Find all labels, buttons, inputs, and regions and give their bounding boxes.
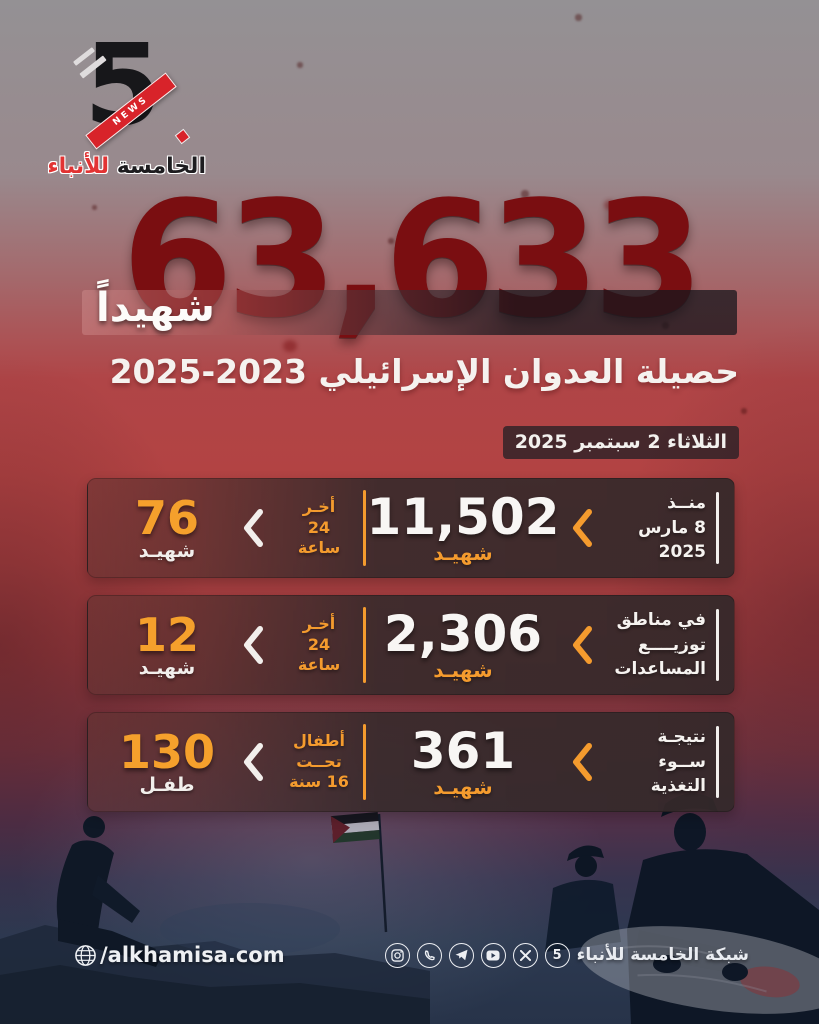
- secondary-number: 76: [134, 490, 199, 545]
- stat-category-label: في مناطق توزيــــع المساعدات: [610, 608, 706, 682]
- category-line: في مناطق: [616, 610, 706, 631]
- telegram-icon: [448, 942, 474, 968]
- qualifier-line: 16 سنة: [289, 772, 349, 792]
- category-line: 2025: [658, 542, 706, 563]
- main-unit: شهيـد: [433, 775, 493, 800]
- texture-speck: [741, 408, 747, 414]
- divider-line: [716, 492, 719, 564]
- qualifier-line: تحــت: [296, 751, 342, 771]
- khamisa-5-icon: 5: [544, 942, 570, 968]
- chevron-left-icon: [573, 509, 592, 547]
- secondary-unit: شهيـد: [138, 540, 196, 563]
- qualifier-line: ساعة: [297, 538, 341, 558]
- network-label: شبكة الخامسة للأنباء: [576, 945, 749, 965]
- x-twitter-icon: [512, 942, 538, 968]
- chevron-left-icon: [244, 509, 263, 547]
- wordmark-secondary: للأنباء: [47, 154, 110, 179]
- wordmark-primary: الخامسة: [116, 154, 206, 179]
- stat-qualifier-label: أطفال تحــت 16 سنة: [283, 731, 355, 793]
- main-number: 2,306: [383, 604, 543, 663]
- qualifier-line: ساعة: [297, 655, 341, 675]
- footer: /alkhamisa.com شبكة الخامسة للأنباء 5: [74, 936, 749, 974]
- globe-icon: [75, 944, 96, 966]
- texture-blob: [283, 340, 297, 352]
- logo-red-dot: [176, 130, 189, 143]
- chevron-left-icon: [244, 743, 263, 781]
- category-line: منــذ: [667, 493, 706, 514]
- palestinian-flag-icon: [330, 812, 388, 933]
- category-line: المساعدات: [614, 659, 706, 680]
- texture-speck: [92, 205, 97, 210]
- qualifier-line: أطفال: [293, 730, 345, 750]
- divider-line: [363, 724, 366, 800]
- texture-speck: [521, 190, 529, 198]
- stat-main-value: 2,306 شهيـد: [366, 608, 560, 683]
- network-social-row: شبكة الخامسة للأنباء 5: [384, 942, 749, 968]
- stat-main-value: 11,502 شهيـد: [366, 491, 560, 566]
- main-number: 361: [410, 721, 516, 780]
- stat-main-value: 361 شهيـد: [366, 725, 560, 800]
- main-unit: شهيـد: [433, 658, 493, 683]
- page-title: حصيلة العدوان الإسرائيلي 2023-2025: [109, 352, 739, 391]
- chevron-left-icon: [244, 626, 263, 664]
- secondary-unit: طفـل: [139, 774, 195, 797]
- chevron-left-icon: [573, 743, 592, 781]
- texture-blob: [604, 200, 615, 210]
- stat-secondary-value: 130 طفـل: [103, 724, 231, 797]
- total-casualties-unit: شهيداً: [96, 285, 215, 331]
- secondary-number: 130: [118, 724, 216, 779]
- category-line: 8 مارس: [638, 517, 706, 538]
- stat-category-label: نتيجـة ســوء التغذية: [610, 725, 706, 799]
- date-badge: الثلاثاء 2 سبتمبر 2025: [502, 426, 739, 459]
- qualifier-line: 24: [307, 517, 331, 537]
- category-line: التغذية: [650, 776, 706, 797]
- qualifier-line: أخـر: [302, 496, 336, 516]
- stats-section: منــذ 8 مارس 2025 11,502 شهيـد أخـر 24 س…: [87, 478, 735, 812]
- divider-line: [716, 609, 719, 681]
- divider-line: [363, 490, 366, 566]
- whatsapp-icon: [416, 942, 442, 968]
- photo-sitting-man-silhouette: [0, 816, 430, 1024]
- stat-secondary-value: 12 شهيـد: [103, 607, 231, 680]
- texture-speck: [388, 238, 394, 244]
- stat-row-malnutrition: نتيجـة ســوء التغذية 361 شهيـد أطفال تحـ…: [87, 712, 735, 812]
- website-url: /alkhamisa.com: [100, 943, 285, 967]
- category-line: نتيجـة: [657, 727, 706, 748]
- qualifier-line: أخـر: [302, 613, 336, 633]
- qualifier-line: 24: [307, 634, 331, 654]
- instagram-icon: [384, 942, 410, 968]
- youtube-icon: [480, 942, 506, 968]
- stat-qualifier-label: أخـر 24 ساعة: [283, 614, 355, 676]
- channel-logo: 5 NEWS الخامسة للأنباء: [47, 30, 206, 179]
- headline-section: 63,633 شهيداً: [82, 175, 737, 350]
- secondary-number: 12: [134, 607, 199, 662]
- stat-secondary-value: 76 شهيـد: [103, 490, 231, 563]
- divider-line: [716, 726, 719, 798]
- five-glyph: 5: [552, 947, 562, 963]
- divider-line: [363, 607, 366, 683]
- secondary-unit: شهيـد: [138, 657, 196, 680]
- category-line: توزيــــع: [637, 634, 706, 655]
- category-line: ســوء: [658, 751, 706, 772]
- logo-wordmark: الخامسة للأنباء: [47, 154, 206, 179]
- main-unit: شهيـد: [433, 541, 493, 566]
- headline-band: [82, 290, 737, 335]
- stat-row-aid-distribution: في مناطق توزيــــع المساعدات 2,306 شهيـد…: [87, 595, 735, 695]
- chevron-left-icon: [573, 626, 592, 664]
- logo-five-mark: 5 NEWS: [66, 30, 189, 150]
- texture-speck: [139, 242, 144, 247]
- website-link: /alkhamisa.com: [74, 943, 285, 967]
- main-number: 11,502: [366, 487, 560, 546]
- stat-qualifier-label: أخـر 24 ساعة: [283, 497, 355, 559]
- texture-speck: [297, 62, 303, 68]
- stat-row-since-march: منــذ 8 مارس 2025 11,502 شهيـد أخـر 24 س…: [87, 478, 735, 578]
- texture-speck: [575, 14, 582, 21]
- stat-category-label: منــذ 8 مارس 2025: [610, 491, 706, 565]
